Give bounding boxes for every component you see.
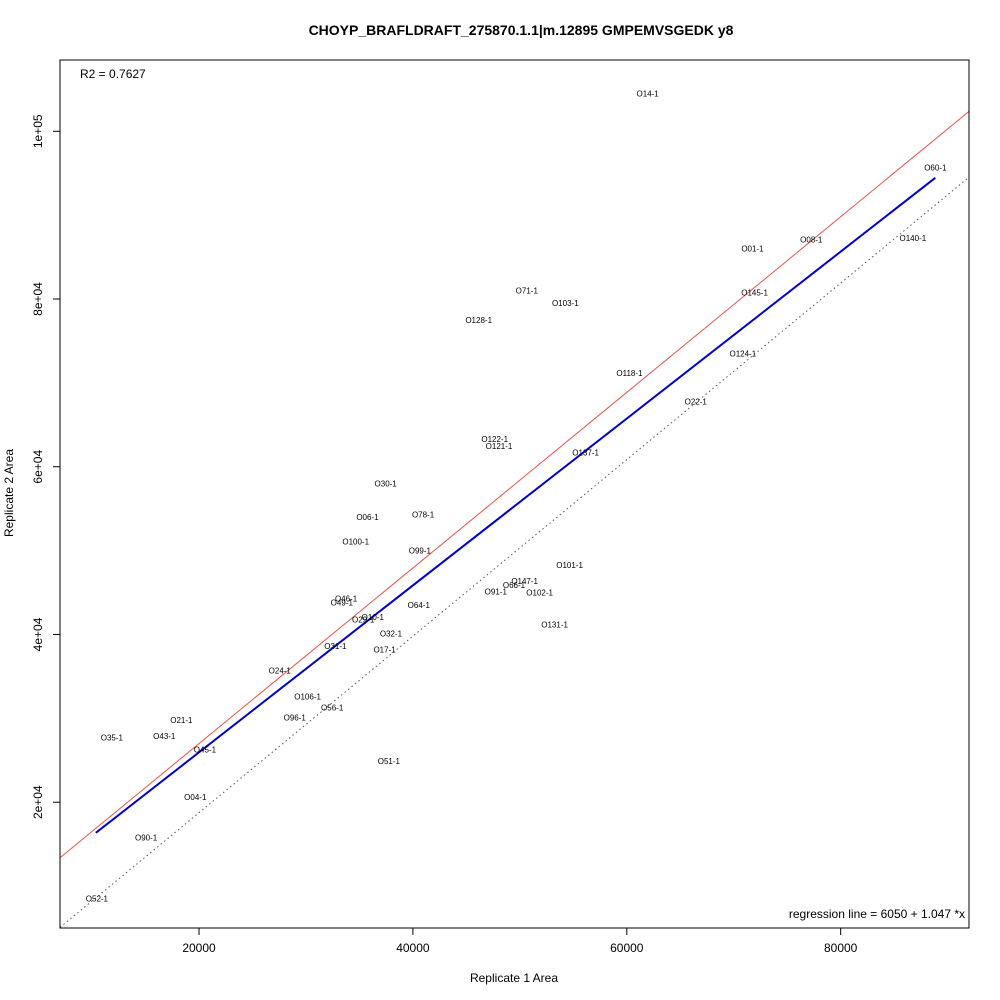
point-label-o128-1: O128-1 [465,316,492,325]
point-label-o01-1: O01-1 [741,245,764,254]
y-tick-label: 2e+04 [31,785,45,819]
point-label-o14-1: O14-1 [637,90,660,99]
point-label-o91-1: O91-1 [485,588,508,597]
point-label-o102-1: O102-1 [526,589,553,598]
point-label-o04-1: O04-1 [184,793,207,802]
point-label-o51-1: O51-1 [378,757,401,766]
y-tick-label: 4e+04 [31,617,45,651]
point-label-o60-1: O60-1 [924,163,947,172]
point-label-o131-1: O131-1 [541,620,568,629]
point-label-o100-1: O100-1 [342,537,369,546]
chart-title: CHOYP_BRAFLDRAFT_275870.1.1|m.12895 GMPE… [309,22,734,38]
point-label-o99-1: O99-1 [409,547,432,556]
point-label-o121-1: O121-1 [486,442,513,451]
point-label-o45-1: O45-1 [194,745,217,754]
point-label-o46-1: O46-1 [335,594,358,603]
point-label-o101-1: O101-1 [556,561,583,570]
point-label-o17-1: O17-1 [373,646,396,655]
point-label-o71-1: O71-1 [516,287,539,296]
point-label-o147-1: O147-1 [511,577,538,586]
point-label-o64-1: O64-1 [408,601,431,610]
point-label-o103-1: O103-1 [552,299,579,308]
point-label-o29-1: O29-1 [352,615,375,624]
point-label-o24-1: O24-1 [269,667,292,676]
dotted-line [59,176,970,928]
point-label-o43-1: O43-1 [153,732,176,741]
point-label-o106-1: O106-1 [294,693,321,702]
point-label-o52-1: O52-1 [86,895,109,904]
point-label-o118-1: O118-1 [616,369,643,378]
x-tick-label: 60000 [610,941,644,955]
point-labels-layer: O14-1 O60-1 O01-1 O08-1 O140-1 O71-1 O103-1 O14… [86,90,947,904]
regression-annotation: regression line = 6050 + 1.047 *x [789,907,965,921]
point-label-o22-1: O22-1 [685,397,708,406]
point-label-o49-1: O49-1 [331,599,354,608]
point-label-o122-1: O122-1 [481,435,508,444]
point-label-o31-1: O31-1 [324,642,347,651]
point-label-o10-1: O10-1 [362,613,385,622]
point-label-o56-1: O56-1 [321,703,344,712]
x-tick-label: 20000 [182,941,216,955]
x-axis-label: Replicate 1 Area [470,971,558,985]
point-label-o35-1: O35-1 [101,734,124,743]
y-tick-label: 8e+04 [31,282,45,316]
x-axis: 20000 40000 60000 80000 [182,928,858,955]
red-line [59,110,970,859]
point-label-o78-1: O78-1 [412,511,435,520]
y-axis: 2e+04 4e+04 6e+04 8e+04 1e+05 [31,114,60,819]
r2-annotation: R2 = 0.7627 [80,67,146,81]
x-tick-label: 80000 [824,941,858,955]
point-label-o21-1: O21-1 [170,716,193,725]
point-label-o137-1: O137-1 [572,448,599,457]
point-label-o66-1: O66-1 [503,581,526,590]
point-label-o124-1: O124-1 [729,350,756,359]
y-tick-label: 6e+04 [31,450,45,484]
x-tick-label: 40000 [396,941,430,955]
point-label-o08-1: O08-1 [800,235,823,244]
point-label-o32-1: O32-1 [380,630,403,639]
y-axis-label: Replicate 2 Area [2,449,16,537]
regression-line [95,176,936,834]
point-label-o90-1: O90-1 [135,833,158,842]
point-label-o06-1: O06-1 [356,513,379,522]
point-label-o145-1: O145-1 [741,288,768,297]
point-label-o30-1: O30-1 [375,480,398,489]
point-label-o140-1: O140-1 [900,234,927,243]
point-label-o96-1: O96-1 [284,713,307,722]
plot-frame [59,59,970,929]
lines-layer [59,110,970,928]
y-tick-label: 1e+05 [31,114,45,148]
